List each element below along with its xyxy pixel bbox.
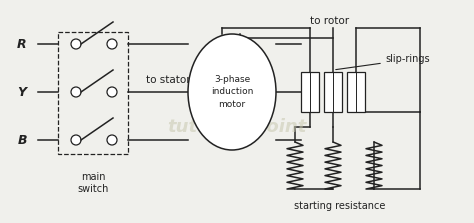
Circle shape <box>71 135 81 145</box>
Text: to rotor: to rotor <box>310 16 349 26</box>
Text: B: B <box>17 134 27 147</box>
Polygon shape <box>347 72 365 112</box>
Ellipse shape <box>188 34 276 150</box>
Text: 3-phase
induction
motor: 3-phase induction motor <box>211 75 253 109</box>
Circle shape <box>107 39 117 49</box>
Text: tutorialspoint: tutorialspoint <box>167 118 307 136</box>
Text: starting resistance: starting resistance <box>294 201 385 211</box>
Polygon shape <box>301 72 319 112</box>
Text: to stator: to stator <box>146 75 191 85</box>
Circle shape <box>71 39 81 49</box>
Polygon shape <box>324 72 342 112</box>
Circle shape <box>107 135 117 145</box>
Circle shape <box>71 87 81 97</box>
Text: Y: Y <box>18 85 27 99</box>
Text: slip-rings: slip-rings <box>385 54 429 64</box>
Circle shape <box>107 87 117 97</box>
Text: main
switch: main switch <box>77 172 109 194</box>
Text: R: R <box>17 37 27 50</box>
